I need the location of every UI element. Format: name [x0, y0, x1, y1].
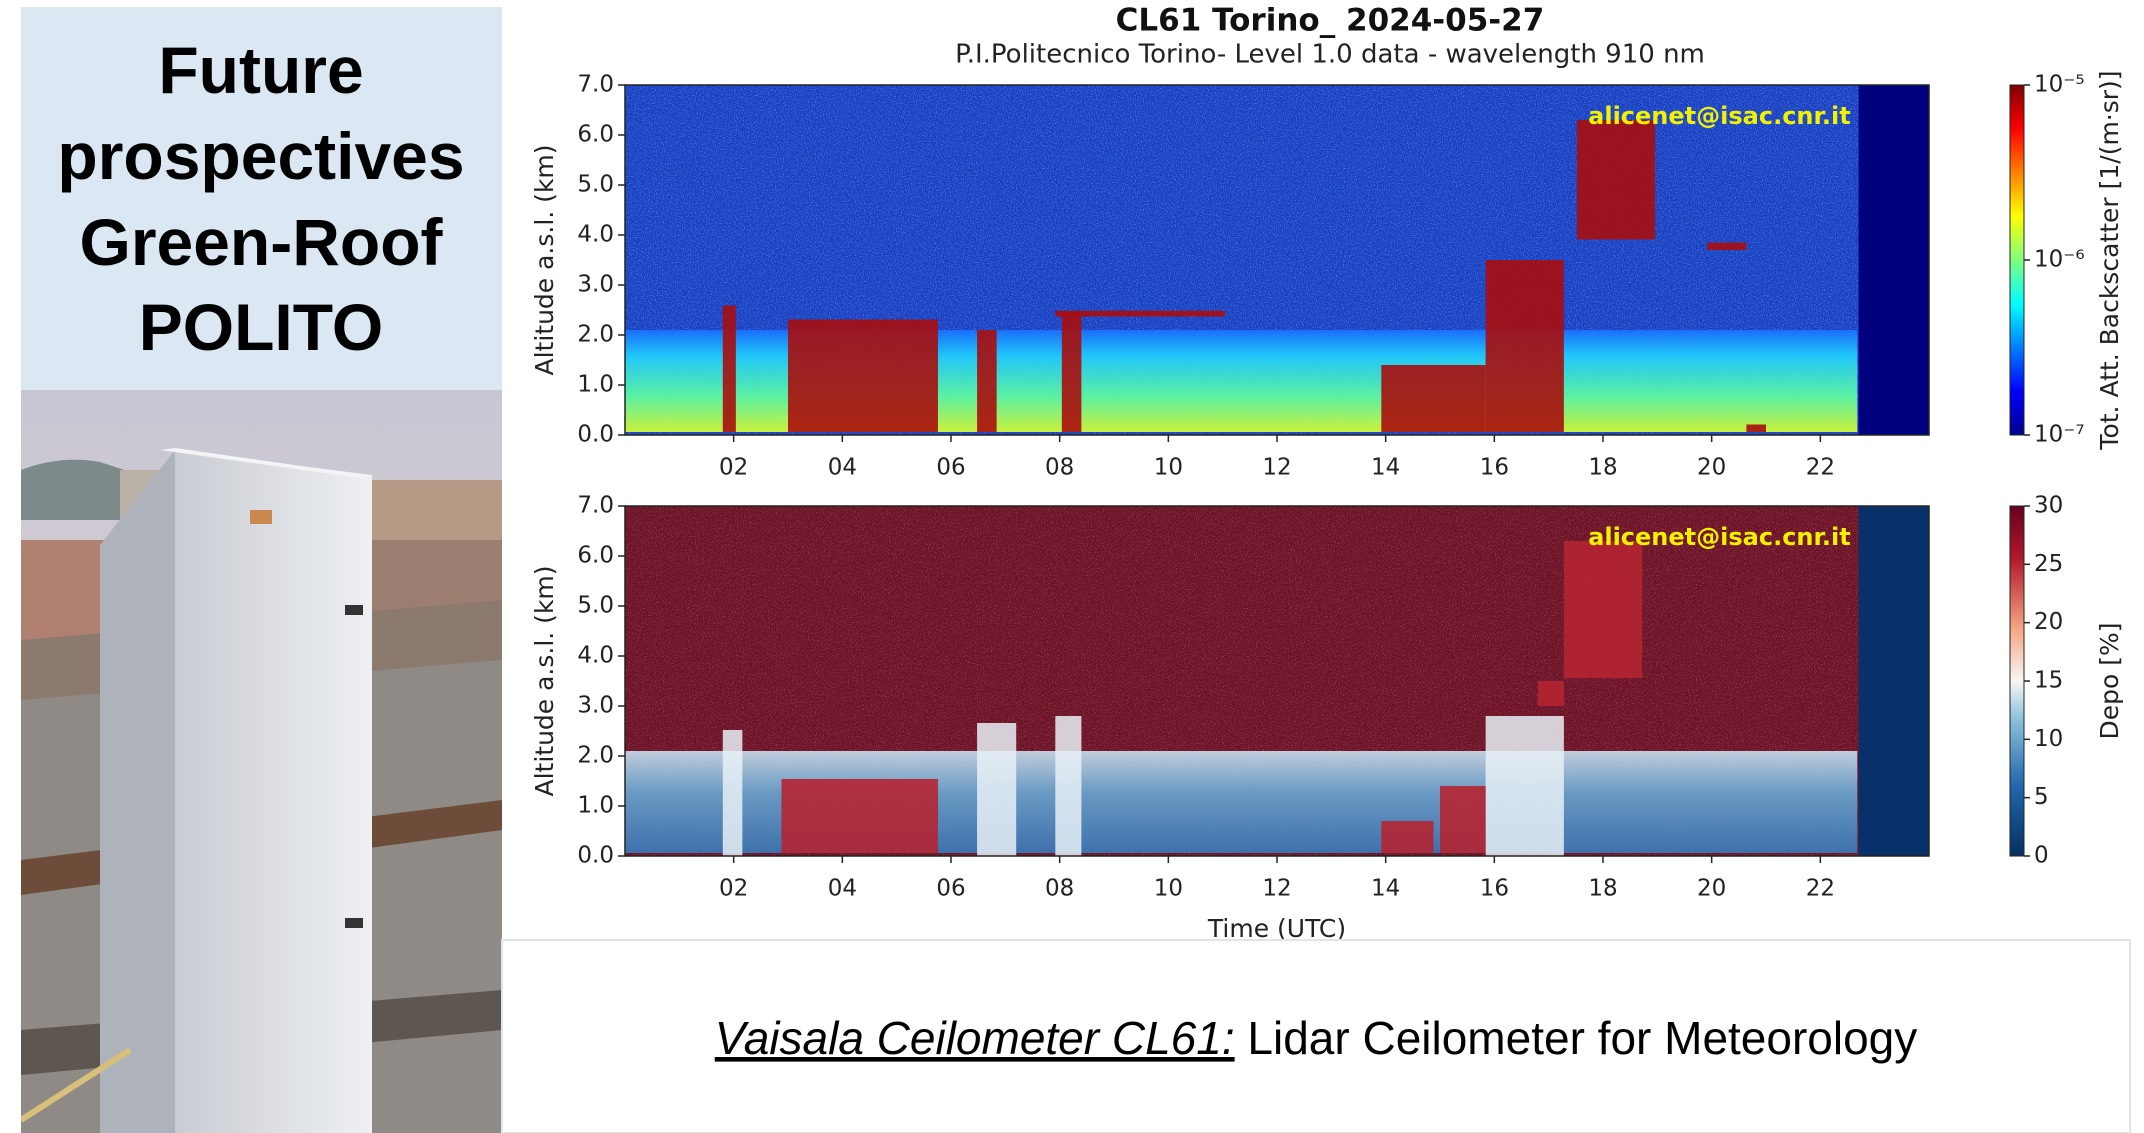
plume — [1537, 681, 1564, 706]
plume — [722, 305, 736, 432]
x-tick-label: 02 — [719, 876, 748, 902]
plume — [1381, 821, 1434, 853]
y-tick-label: 3.0 — [577, 693, 614, 719]
caption-rest: Lidar Ceilometer for Meteorology — [1235, 1012, 1918, 1064]
colorbar-label: Depo [%] — [2095, 622, 2124, 739]
y-tick-label: 4.0 — [577, 643, 614, 669]
x-tick-label: 22 — [1806, 455, 1835, 481]
no-data-strip — [1858, 506, 1929, 856]
colorbar-tick-label: 10⁻⁵ — [2034, 72, 2085, 98]
watermark: alicenet@isac.cnr.it — [1588, 102, 1851, 130]
plume — [1055, 310, 1225, 317]
caption-italic: Vaisala Ceilometer CL61: — [715, 1012, 1235, 1064]
title-block: Future prospectives Green-Roof POLITO — [57, 33, 464, 364]
colorbar-tick-label: 10⁻⁶ — [2034, 247, 2085, 273]
figure: CL61 Torino_ 2024-05-27 P.I.Politecnico … — [530, 3, 2124, 944]
x-tick-label: 02 — [719, 455, 748, 481]
x-axis-label: Time (UTC) — [1207, 914, 1346, 943]
colorbar-tick-label: 5 — [2034, 784, 2049, 810]
x-tick-label: 06 — [936, 455, 965, 481]
y-tick-label: 2.0 — [577, 743, 614, 769]
y-tick-label: 0.0 — [577, 843, 614, 869]
plume — [1707, 242, 1747, 250]
colorbar-label: Tot. Att. Backscatter [1/(m·sr)] — [2095, 70, 2124, 450]
y-tick-label: 1.0 — [577, 372, 614, 398]
x-tick-label: 06 — [936, 876, 965, 902]
y-tick-label: 7.0 — [577, 72, 614, 98]
colorbar-tick-label: 20 — [2034, 609, 2063, 635]
y-tick-label: 0.0 — [577, 422, 614, 448]
y-tick-label: 5.0 — [577, 172, 614, 198]
plume — [1576, 120, 1656, 240]
plume — [722, 730, 743, 856]
x-tick-label: 12 — [1262, 455, 1291, 481]
x-tick-label: 08 — [1045, 876, 1074, 902]
x-tick-label: 14 — [1371, 455, 1400, 481]
panel: alicenet@isac.cnr.it 0.0 1.0 2.0 3.0 4.0 5.0 6.… — [530, 70, 2124, 480]
plume — [1746, 424, 1766, 432]
x-tick-label: 16 — [1480, 455, 1509, 481]
figure-title: CL61 Torino_ 2024-05-27 — [1116, 3, 1545, 39]
y-axis-label: Altitude a.s.l. (km) — [530, 565, 559, 796]
colorbar-tick-label: 30 — [2034, 493, 2063, 519]
x-tick-label: 10 — [1154, 876, 1183, 902]
figure-subtitle: P.I.Politecnico Torino- Level 1.0 data -… — [955, 40, 1705, 70]
x-tick-label: 16 — [1480, 876, 1509, 902]
colorbar — [2009, 505, 2025, 857]
no-data-strip — [1858, 85, 1929, 435]
title-line: POLITO — [139, 290, 383, 364]
y-tick-label: 6.0 — [577, 122, 614, 148]
x-tick-label: 18 — [1588, 876, 1617, 902]
x-tick-label: 10 — [1154, 455, 1183, 481]
x-tick-label: 20 — [1697, 876, 1726, 902]
colorbar-tick-label: 15 — [2034, 668, 2063, 694]
x-tick-label: 04 — [828, 455, 857, 481]
y-tick-label: 2.0 — [577, 322, 614, 348]
x-tick-label: 20 — [1697, 455, 1726, 481]
plume — [1440, 786, 1486, 853]
title-panel — [21, 7, 502, 390]
y-tick-label: 6.0 — [577, 543, 614, 569]
caption-box — [501, 939, 2131, 1133]
x-tick-label: 12 — [1262, 876, 1291, 902]
plume — [781, 779, 938, 853]
x-tick-label: 14 — [1371, 876, 1400, 902]
panel: alicenet@isac.cnr.it 0.0 1.0 2.0 3.0 4.0 5.0 6.… — [530, 493, 2124, 902]
x-tick-label: 04 — [828, 876, 857, 902]
plume — [977, 723, 1017, 856]
colorbar-tick-label: 25 — [2034, 551, 2063, 577]
plume — [1055, 716, 1082, 856]
y-tick-label: 3.0 — [577, 272, 614, 298]
y-tick-label: 5.0 — [577, 593, 614, 619]
title-line: prospectives — [57, 119, 464, 193]
plume — [1061, 312, 1082, 432]
title-line: Future — [158, 33, 363, 107]
x-tick-label: 18 — [1588, 455, 1617, 481]
x-tick-label: 08 — [1045, 455, 1074, 481]
title-line: Green-Roof — [80, 205, 444, 279]
plume — [1381, 365, 1486, 432]
plume — [977, 330, 997, 432]
photo — [21, 390, 502, 1133]
plume — [788, 319, 938, 432]
colorbar-tick-label: 10⁻⁷ — [2034, 422, 2085, 448]
y-axis-label: Altitude a.s.l. (km) — [530, 144, 559, 375]
y-tick-label: 4.0 — [577, 222, 614, 248]
plume — [1485, 716, 1564, 856]
colorbar — [2009, 84, 2025, 436]
watermark: alicenet@isac.cnr.it — [1588, 523, 1851, 551]
x-tick-label: 22 — [1806, 876, 1835, 902]
y-tick-label: 7.0 — [577, 493, 614, 519]
plume — [1563, 541, 1643, 678]
colorbar-tick-label: 0 — [2034, 843, 2049, 869]
colorbar-tick-label: 10 — [2034, 726, 2063, 752]
plume — [1485, 260, 1564, 432]
y-tick-label: 1.0 — [577, 793, 614, 819]
caption: Vaisala Ceilometer CL61: Lidar Ceilomete… — [715, 1012, 1918, 1064]
